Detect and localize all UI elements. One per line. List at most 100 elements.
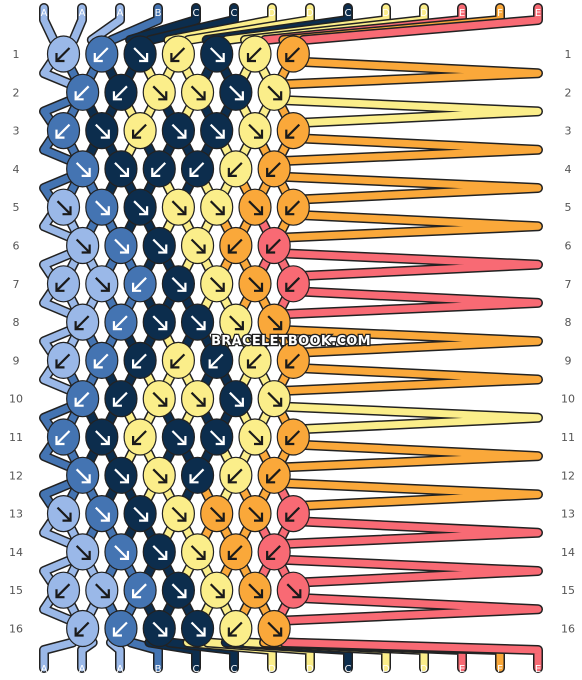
arrow-line (209, 583, 224, 597)
knot (85, 418, 119, 456)
arrow-line (209, 200, 224, 214)
knot (66, 226, 100, 265)
arrow-head-icon (112, 91, 122, 101)
strand-edge-right-5 (282, 250, 542, 280)
knot (219, 609, 253, 648)
strand-top-4 (126, 4, 200, 44)
arrow-head-icon (285, 512, 295, 522)
watermark: BRACELETBOOK.COM (211, 334, 371, 349)
knot (219, 303, 253, 341)
arrow-line (114, 162, 128, 176)
arrow-head-icon (158, 397, 168, 407)
row-number-right: 1 (565, 48, 572, 61)
arrow-head-icon (177, 436, 187, 446)
arrow-head-icon (170, 53, 180, 63)
arrow-line (56, 123, 71, 138)
arrow-line (133, 47, 147, 61)
knot (104, 609, 138, 648)
arrow-head-icon (246, 53, 256, 63)
arrow-line (229, 85, 243, 100)
arrow-head-icon (273, 91, 283, 101)
arrow-head-icon (62, 206, 72, 216)
knot (219, 533, 253, 571)
knot (276, 112, 310, 150)
knot (85, 188, 119, 226)
knot (123, 341, 157, 379)
arrow-head-icon (285, 359, 295, 369)
arrow-line (171, 47, 186, 61)
strand-label-top: F (497, 8, 503, 19)
arrow-line (152, 391, 167, 406)
arrow-head-icon (177, 129, 187, 139)
arrow-head-icon (132, 436, 142, 446)
arrow-head-icon (55, 436, 65, 446)
knot (46, 265, 81, 303)
arrow-line (171, 277, 186, 291)
arrow-line (286, 430, 301, 444)
knot (85, 341, 119, 379)
knot (142, 380, 176, 418)
row-number-right: 13 (561, 508, 575, 521)
knot (238, 112, 272, 150)
arrow-head-icon (254, 589, 264, 599)
arrow-line (75, 621, 90, 636)
knot (161, 35, 195, 73)
strand-top-13 (299, 4, 542, 44)
arrow-head-icon (132, 282, 142, 292)
knot (123, 571, 157, 609)
arrow-line (248, 506, 262, 521)
arrow-head-icon (189, 167, 199, 177)
knot (142, 303, 176, 341)
arrow-line (133, 200, 147, 214)
strand-label-top: E (535, 8, 541, 19)
strand-label-bottom: E (459, 664, 465, 675)
knot (85, 571, 119, 609)
arrow-head-icon (285, 53, 295, 63)
arrow-head-icon (100, 512, 110, 522)
arrow-head-icon (112, 321, 122, 331)
strand-label-top: C (193, 8, 200, 19)
arrow-line (75, 468, 90, 483)
arrow-head-icon (266, 244, 276, 254)
knot (123, 418, 157, 456)
knot (46, 418, 81, 456)
row-number-left: 7 (13, 278, 20, 291)
strand-top-1 (70, 4, 86, 44)
strand-label-bottom: B (155, 664, 162, 675)
arrow-line (133, 430, 147, 444)
strand-label-top: E (459, 8, 465, 19)
arrow-line (133, 123, 147, 138)
arrow-head-icon (100, 589, 110, 599)
knot (200, 571, 234, 609)
arrow-line (95, 123, 109, 138)
arrow-line (75, 391, 90, 406)
knot (219, 150, 253, 188)
row-number-right: 14 (561, 546, 575, 559)
knot (257, 150, 291, 188)
arrow-line (114, 238, 128, 253)
arrow-line (286, 506, 301, 521)
row-number-right: 6 (565, 240, 572, 253)
strand-label-top: A (79, 8, 86, 19)
knot (123, 494, 157, 533)
strand-edge-left-1 (40, 96, 75, 127)
arrow-line (209, 506, 224, 521)
knot (238, 35, 272, 73)
arrow-head-icon (215, 436, 225, 446)
arrow-line (95, 200, 109, 214)
arrow-line (267, 545, 281, 559)
strand-label-bottom: A (41, 664, 48, 675)
knot (104, 303, 138, 341)
knot (66, 150, 100, 188)
arrow-line (190, 162, 205, 176)
arrow-head-icon (196, 321, 206, 331)
knot (85, 494, 119, 533)
row-number-right: 3 (565, 125, 572, 138)
arrow-head-icon (100, 282, 110, 292)
knot (276, 265, 310, 303)
arrow-head-icon (227, 167, 237, 177)
arrow-head-icon (100, 436, 110, 446)
